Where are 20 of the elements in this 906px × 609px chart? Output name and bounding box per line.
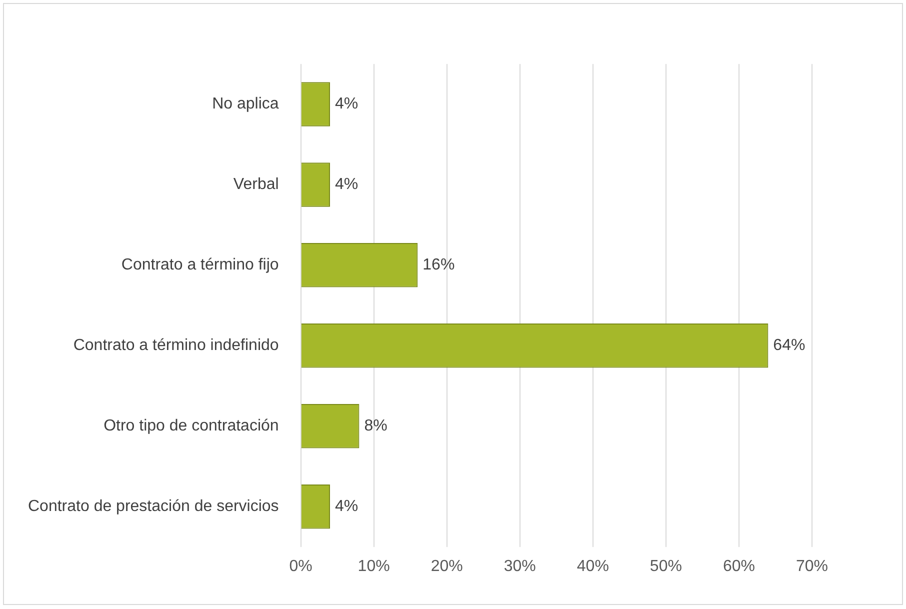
data-label: 8%	[364, 418, 388, 435]
y-tick-label: No aplica	[212, 96, 279, 113]
x-tick-label: 0%	[289, 558, 312, 575]
data-label: 64%	[773, 337, 806, 354]
x-tick-label: 70%	[796, 558, 828, 575]
x-tick-label: 50%	[650, 558, 682, 575]
data-label: 16%	[422, 256, 455, 274]
x-tick-label: 20%	[430, 558, 463, 575]
y-tick-label: Contrato de prestación de servicios	[28, 498, 279, 515]
x-tick-label: 30%	[504, 558, 536, 575]
x-tick-label: 40%	[576, 558, 609, 575]
y-tick-label: Verbal	[233, 176, 279, 194]
x-tick-label: 10%	[358, 558, 390, 575]
data-label: 4%	[335, 96, 358, 113]
x-tick-label: 60%	[722, 558, 755, 575]
y-tick-label: Contrato a término indefinido	[73, 337, 279, 354]
y-tick-label: Contrato a término fijo	[121, 256, 279, 274]
data-label: 4%	[335, 498, 358, 515]
data-label: 4%	[335, 176, 358, 194]
y-tick-label: Otro tipo de contratación	[104, 418, 279, 435]
